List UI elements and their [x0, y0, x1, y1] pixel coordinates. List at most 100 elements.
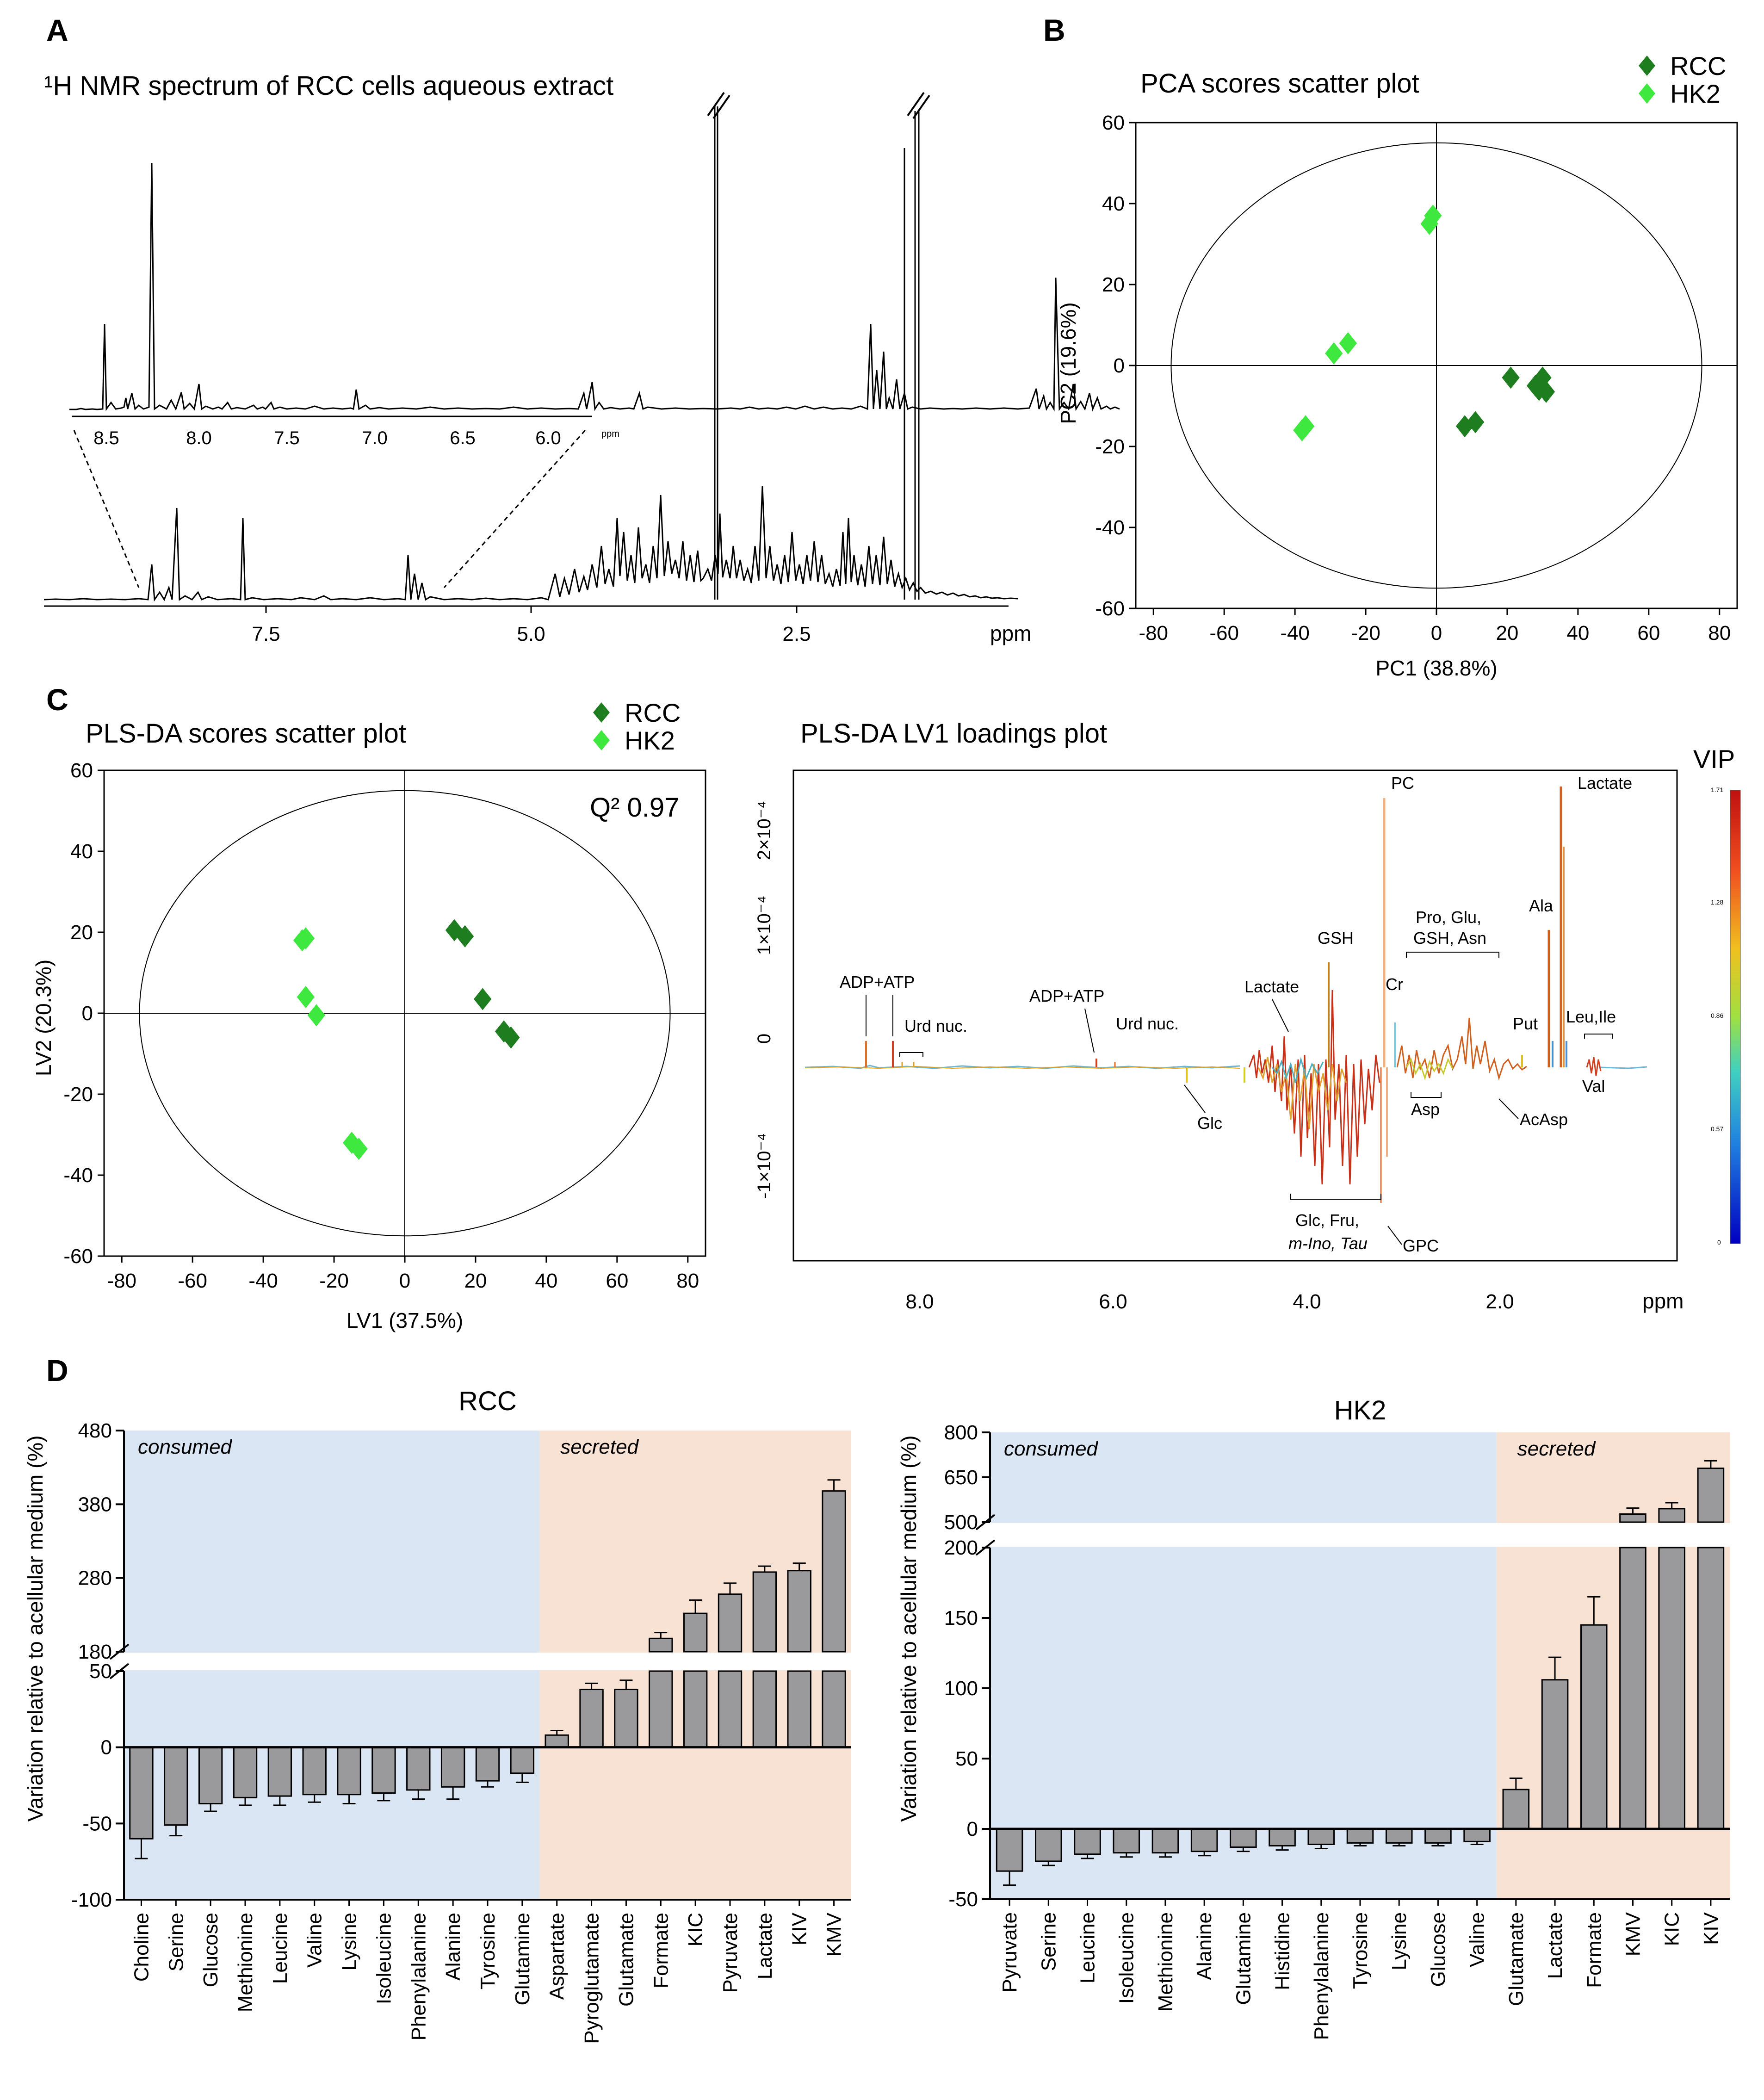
category-label: Tyrosine: [477, 1913, 499, 1989]
bar: [1269, 1828, 1296, 1846]
x-tick-label: -20: [319, 1270, 349, 1292]
legend-marker-hk2: [1639, 83, 1655, 104]
y-tick-label: 800: [944, 1421, 978, 1444]
bar-upper-segment: [683, 1612, 708, 1653]
point-rcc: [502, 1026, 520, 1049]
main-tick-7.5: 7.5: [252, 623, 280, 645]
vip-tick-0.86: 0.86: [1711, 1012, 1723, 1019]
category-label: Pyroglutamate: [581, 1913, 603, 2044]
category-label: Valine: [1466, 1912, 1489, 1967]
legend-marker-rcc: [1639, 56, 1655, 76]
point-rcc: [474, 988, 492, 1010]
bar: [545, 1734, 569, 1748]
ann-urd-1: Urd nuc.: [904, 1016, 967, 1035]
plsda-ylabel: LV2 (20.3%): [31, 960, 56, 1076]
category-label: KIC: [684, 1913, 707, 1946]
loadings-ytick-neg1e-4: -1×10⁻⁴: [754, 1133, 774, 1199]
loadings-ytick-0: 0: [754, 1034, 774, 1044]
q2-label: Q² 0.97: [590, 793, 679, 823]
x-tick-label: -20: [1351, 622, 1380, 644]
bar: [337, 1747, 361, 1796]
bar: [1151, 1828, 1179, 1854]
panel-letter-b: B: [1043, 13, 1065, 47]
category-label: Tyrosine: [1349, 1912, 1372, 1989]
ann-lactate-mid: Lactate: [1244, 977, 1299, 996]
y-tick-label: 50: [955, 1747, 978, 1770]
category-label: Alanine: [442, 1913, 464, 1981]
bar-lower-segment: [822, 1670, 846, 1748]
secreted-region: [1496, 1432, 1730, 1899]
inset-tick-7.0: 7.0: [362, 428, 388, 448]
bar-upper-segment: [1619, 1513, 1646, 1523]
ann-val: Val: [1582, 1077, 1605, 1096]
bar: [1424, 1828, 1452, 1844]
bar: [1463, 1828, 1491, 1842]
y-tick-label: -50: [948, 1888, 978, 1911]
bar: [129, 1747, 154, 1840]
x-tick-label: 40: [535, 1270, 557, 1292]
bar-upper-segment: [1658, 1508, 1685, 1523]
y-tick-label: 380: [78, 1493, 112, 1516]
bar-lower-segment: [1697, 1547, 1725, 1830]
category-label: Glutamate: [615, 1913, 638, 2007]
point-hk2: [307, 1004, 326, 1027]
bar: [1541, 1679, 1569, 1830]
inset-tick-8.0: 8.0: [186, 428, 212, 448]
rcc-bar-chart: consumed secreted RCC 50 0 -50 -100 480 380 280 18…: [71, 1386, 854, 2044]
ann-adp-atp-1: ADP+ATP: [840, 973, 915, 991]
inset-tick-8.5: 8.5: [93, 428, 119, 448]
x-tick-label: -40: [248, 1270, 278, 1292]
category-label: Methionine: [1154, 1912, 1177, 2012]
hk2-ylabel: Variation relative to acellular medium (…: [897, 1435, 921, 1821]
y-tick-label: 50: [89, 1660, 112, 1683]
loadings-annotations: PC Lactate Ala GSH Pro, Glu, GSH, Asn Cr…: [840, 774, 1632, 1255]
x-tick-label: -80: [1139, 622, 1168, 644]
plsda-plot-area: -80 -60 -40 -20 0 20 40 60 80 60 40 20 0 -20 -40 -60: [63, 759, 706, 1292]
x-tick-label: 40: [1566, 622, 1589, 644]
bar-chart-title: RCC: [458, 1386, 517, 1416]
category-label: Formate: [650, 1913, 672, 1988]
panel-a: A ¹H NMR spectrum of RCC cells aqueous e…: [43, 13, 1120, 645]
category-label: Glutamate: [1505, 1912, 1528, 2006]
y-tick-label: 500: [944, 1511, 978, 1534]
point-rcc: [1502, 366, 1520, 389]
main-spectrum: 7.5 5.0 2.5 ppm: [43, 92, 1031, 645]
inset-unit: ppm: [601, 429, 619, 439]
y-tick-label: 650: [944, 1466, 978, 1489]
bar-lower-segment: [752, 1670, 777, 1748]
x-tick-label: 20: [1496, 622, 1518, 644]
panel-b: B PCA scores scatter plot RCC HK2 PC2 (1…: [1043, 13, 1738, 680]
axis-break-mark-a: [707, 92, 930, 119]
point-hk2: [1424, 204, 1442, 227]
inset-spectrum: 8.5 8.0 7.5 7.0 6.5 6.0 ppm: [69, 162, 1120, 588]
y-tick-label: 0: [101, 1736, 112, 1759]
bar: [1346, 1828, 1374, 1844]
loadings-plot: [792, 769, 1678, 1262]
y-tick-label: 20: [1102, 273, 1125, 296]
panel-letter-d: D: [46, 1353, 68, 1388]
bar-upper-segment: [718, 1593, 743, 1653]
bar: [233, 1747, 258, 1798]
vip-tick-1.71: 1.71: [1711, 786, 1723, 793]
x-tick-label: 0: [399, 1270, 410, 1292]
category-label: Isoleucine: [1115, 1912, 1138, 2004]
consumed-label: consumed: [138, 1436, 233, 1458]
pca-xlabel: PC1 (38.8%): [1375, 656, 1497, 680]
rcc-ylabel: Variation relative to acellular medium (…: [23, 1435, 47, 1821]
x-tick-label: -60: [1209, 622, 1239, 644]
plsda-xlabel: LV1 (37.5%): [347, 1308, 463, 1332]
inset-tick-6.5: 6.5: [450, 428, 476, 448]
loadings-axes: 2×10⁻⁴ 1×10⁻⁴ 0 -1×10⁻⁴ 8.0 6.0 4.0 2.0 …: [754, 801, 1684, 1313]
x-tick-label: -60: [178, 1270, 207, 1292]
y-tick-label: -60: [1095, 597, 1125, 620]
bar: [302, 1747, 327, 1796]
category-label: Serine: [1037, 1912, 1060, 1971]
point-hk2: [1420, 212, 1438, 235]
y-tick-label: -20: [1095, 435, 1125, 458]
y-tick-label: 60: [1102, 112, 1125, 134]
pca-legend: RCC HK2: [1639, 51, 1726, 108]
legend-label-hk2: HK2: [1670, 79, 1721, 108]
bar-lower-segment: [1619, 1547, 1646, 1830]
ann-leu-ile: Leu,Ile: [1566, 1007, 1616, 1026]
point-hk2: [1339, 332, 1357, 354]
